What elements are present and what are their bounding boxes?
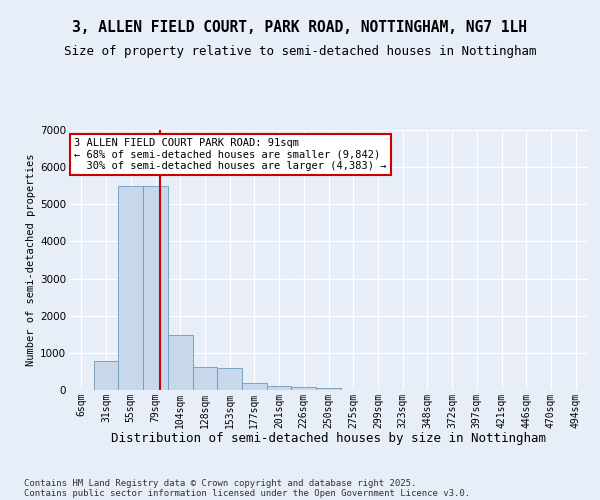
Bar	[94, 361, 118, 390]
Text: Size of property relative to semi-detached houses in Nottingham: Size of property relative to semi-detach…	[64, 45, 536, 58]
Text: Contains HM Land Registry data © Crown copyright and database right 2025.: Contains HM Land Registry data © Crown c…	[24, 478, 416, 488]
Bar	[118, 186, 143, 390]
Bar	[193, 367, 217, 390]
Text: 3, ALLEN FIELD COURT, PARK ROAD, NOTTINGHAM, NG7 1LH: 3, ALLEN FIELD COURT, PARK ROAD, NOTTING…	[73, 20, 527, 35]
Text: Contains public sector information licensed under the Open Government Licence v3: Contains public sector information licen…	[24, 488, 470, 498]
Y-axis label: Number of semi-detached properties: Number of semi-detached properties	[26, 154, 36, 366]
Bar	[217, 368, 242, 390]
X-axis label: Distribution of semi-detached houses by size in Nottingham: Distribution of semi-detached houses by …	[111, 432, 546, 445]
Bar	[316, 388, 341, 390]
Bar	[267, 386, 292, 390]
Bar	[292, 388, 316, 390]
Bar	[143, 186, 168, 390]
Bar	[242, 383, 267, 390]
Text: 3 ALLEN FIELD COURT PARK ROAD: 91sqm
← 68% of semi-detached houses are smaller (: 3 ALLEN FIELD COURT PARK ROAD: 91sqm ← 6…	[74, 138, 386, 171]
Bar	[168, 335, 193, 390]
